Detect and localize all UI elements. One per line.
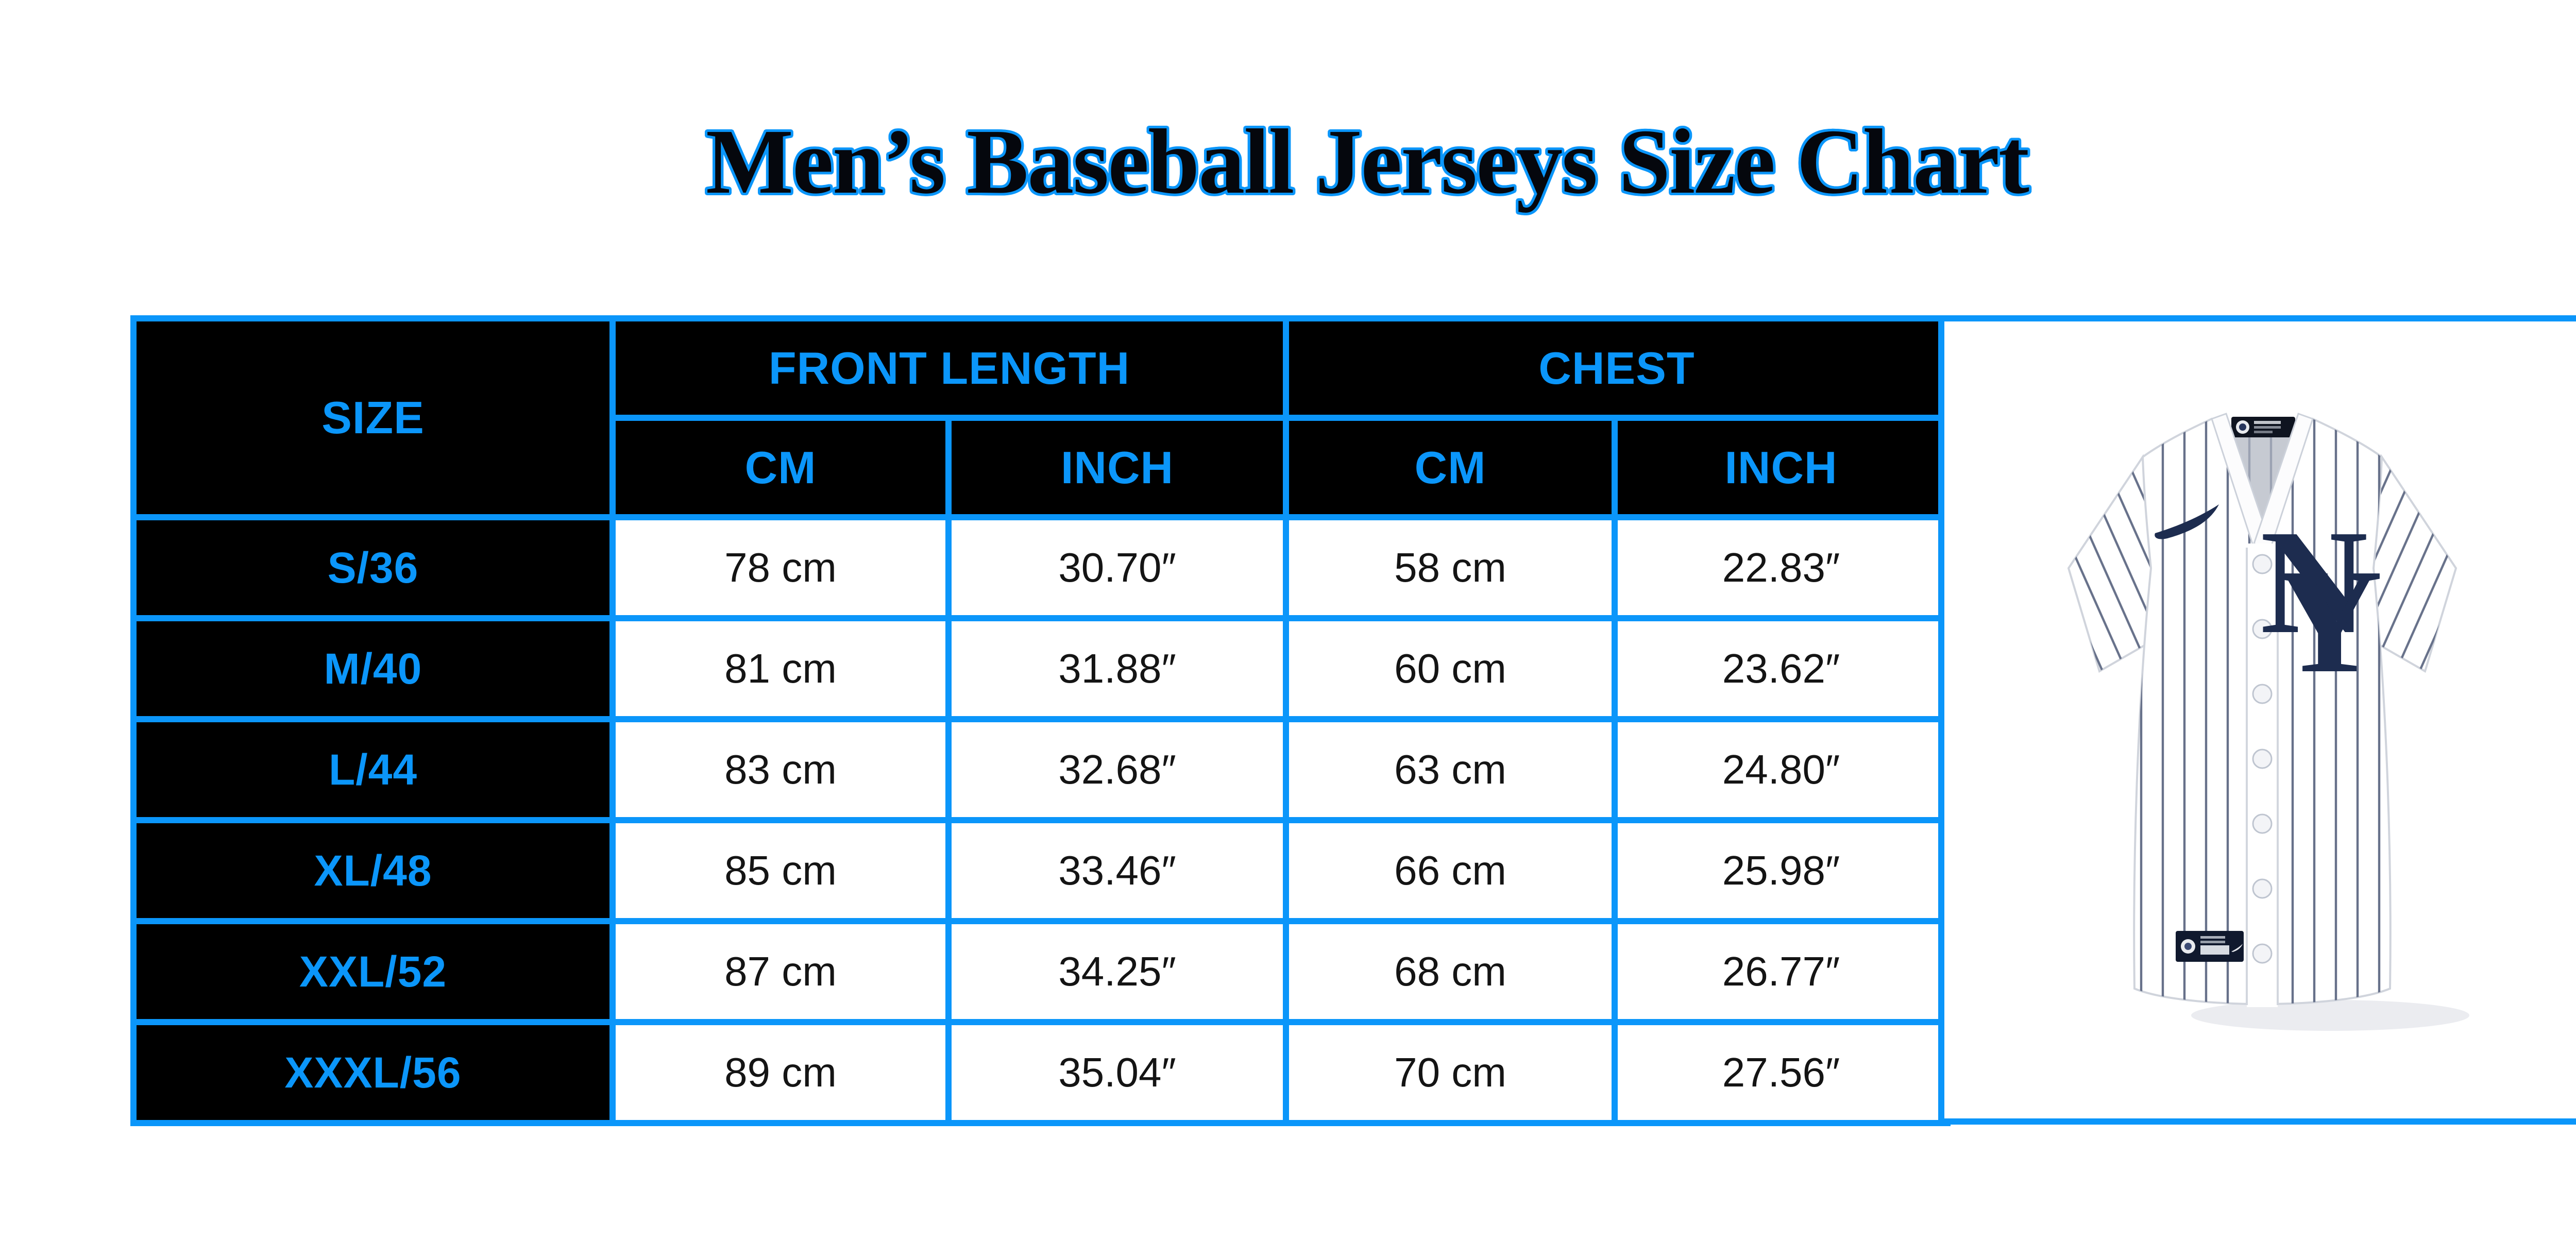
front-cm-cell: 78 cm <box>609 514 952 621</box>
front-inch-cell: 32.68″ <box>945 716 1290 823</box>
ny-logo-n: N <box>2260 499 2368 665</box>
jersey-shadow <box>2191 999 2469 1031</box>
front-cm-cell: 83 cm <box>609 716 952 823</box>
nike-swoosh-icon <box>2154 504 2219 539</box>
page-title: Men’s Baseball Jerseys Size Chart <box>706 110 2029 213</box>
header-chest-inch: INCH <box>1612 415 1951 520</box>
size-cell: XL/48 <box>130 817 616 924</box>
table-row: M/40 81 cm 31.88″ 60 cm 23.62″ <box>130 615 1951 722</box>
jersey-illustration: N Y <box>2067 412 2469 1031</box>
nike-swoosh-icon <box>2231 943 2243 952</box>
header-chest-cm: CM <box>1283 415 1618 520</box>
jersey-button <box>2252 684 2272 704</box>
front-cm-cell: 85 cm <box>609 817 952 924</box>
jersey-buttons <box>2252 554 2272 963</box>
front-inch-cell: 35.04″ <box>945 1019 1290 1126</box>
front-inch-cell: 30.70″ <box>945 514 1290 621</box>
jersey-button <box>2252 554 2272 574</box>
front-inch-cell: 31.88″ <box>945 615 1290 722</box>
jersey-button <box>2252 813 2272 834</box>
chest-inch-cell: 23.62″ <box>1612 615 1951 722</box>
chest-cm-cell: 70 cm <box>1283 1019 1618 1126</box>
size-cell: XXXL/56 <box>130 1019 616 1126</box>
size-chart-table: SIZE FRONT LENGTH CHEST CM INCH CM INCH … <box>130 315 1951 1126</box>
jersey-button <box>2252 619 2272 639</box>
jersey-button <box>2252 878 2272 898</box>
front-inch-cell: 34.25″ <box>945 918 1290 1025</box>
size-cell: S/36 <box>130 514 616 621</box>
header-front-inch: INCH <box>945 415 1290 520</box>
header-chest: CHEST <box>1283 315 1951 421</box>
size-cell: M/40 <box>130 615 616 722</box>
table-row: XXL/52 87 cm 34.25″ 68 cm 26.77″ <box>130 918 1951 1025</box>
front-cm-cell: 87 cm <box>609 918 952 1025</box>
header-front-cm: CM <box>609 415 952 520</box>
chest-cm-cell: 63 cm <box>1283 716 1618 823</box>
table-row: L/44 83 cm 32.68″ 63 cm 24.80″ <box>130 716 1951 823</box>
chest-inch-cell: 22.83″ <box>1612 514 1951 621</box>
front-cm-cell: 81 cm <box>609 615 952 722</box>
neck-tag <box>2231 416 2295 437</box>
jersey-right-sleeve <box>2355 453 2457 673</box>
jersey-button <box>2252 943 2272 963</box>
chest-cm-cell: 58 cm <box>1283 514 1618 621</box>
jersey-button <box>2252 749 2272 769</box>
ny-logo: N Y <box>2260 499 2382 704</box>
header-row-units: CM INCH CM INCH <box>133 415 1951 520</box>
chest-inch-cell: 27.56″ <box>1612 1019 1951 1126</box>
ny-logo-y: Y <box>2275 538 2382 704</box>
jersey-image-panel: N Y <box>1938 315 2576 1125</box>
chest-cm-cell: 66 cm <box>1283 817 1618 924</box>
header-size: SIZE <box>130 315 616 520</box>
chest-inch-cell: 26.77″ <box>1612 918 1951 1025</box>
chest-inch-cell: 24.80″ <box>1612 716 1951 823</box>
chest-cm-cell: 60 cm <box>1283 615 1618 722</box>
chest-cm-cell: 68 cm <box>1283 918 1618 1025</box>
table-row: XXXL/56 89 cm 35.04″ 70 cm 27.56″ <box>130 1019 1951 1126</box>
chest-inch-cell: 25.98″ <box>1612 817 1951 924</box>
jersey-left-sleeve <box>2067 453 2168 673</box>
front-inch-cell: 33.46″ <box>945 817 1290 924</box>
table-row: S/36 78 cm 30.70″ 58 cm 22.83″ <box>130 514 1951 621</box>
size-cell: XXL/52 <box>130 918 616 1025</box>
size-cell: L/44 <box>130 716 616 823</box>
front-cm-cell: 89 cm <box>609 1019 952 1126</box>
jock-tag <box>2175 930 2244 962</box>
header-front-length: FRONT LENGTH <box>609 315 1290 421</box>
table-row: XL/48 85 cm 33.46″ 66 cm 25.98″ <box>130 817 1951 924</box>
header-row-groups: SIZE FRONT LENGTH CHEST <box>130 315 1951 520</box>
